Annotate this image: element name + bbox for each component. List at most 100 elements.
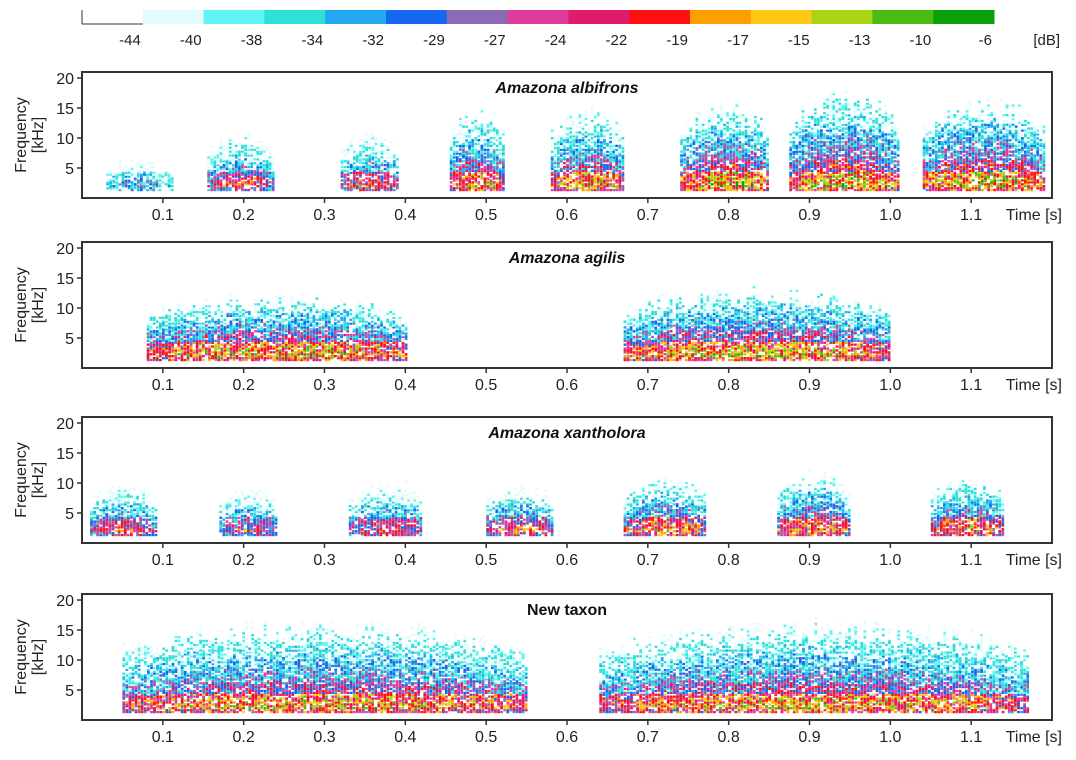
spectrogram-cell [711,108,714,110]
spectrogram-cell [569,177,572,179]
spectrogram-cell [736,168,739,170]
spectrogram-cell [745,189,748,191]
spectrogram-cell [566,168,569,170]
spectrogram-cell [881,187,884,189]
spectrogram-cell [829,110,832,112]
spectrogram-cell [838,164,841,166]
spectrogram-cell [891,129,894,131]
spectrogram-cell [575,187,578,189]
spectrogram-cell [894,160,897,162]
spectrogram-cell [829,114,832,116]
spectrogram-cell [814,149,817,151]
spectrogram-cell [990,168,993,170]
spectrogram-cell [569,172,572,174]
spectrogram-cell [823,158,826,160]
spectrogram-cell [622,172,625,174]
spectrogram-cell [923,124,926,126]
spectrogram-cell [615,141,618,143]
colorbar-tick-label: -19 [666,32,688,49]
spectrogram-cell [708,114,711,116]
spectrogram-cell [711,154,714,156]
spectrogram-cell [757,156,760,158]
spectrogram-cell [371,170,374,172]
spectrogram-cell [742,181,745,183]
spectrogram-cell [128,168,131,170]
spectrogram-cell [499,187,502,189]
spectrogram-cell [119,160,122,162]
spectrogram-cell [708,187,711,189]
spectrogram-cell [842,103,845,105]
colorbar-tick-label: -13 [849,32,871,49]
spectrogram-cell [811,187,814,189]
spectrogram-cell [575,131,578,133]
spectrogram-cell [923,177,926,179]
spectrogram-cell [732,118,735,120]
spectrogram-cell [557,139,560,141]
spectrogram-cell [244,152,247,154]
spectrogram-cell [823,149,826,151]
spectrogram-cell [381,187,384,189]
spectrogram-cell [950,116,953,118]
spectrogram-cell [375,149,378,151]
spectrogram-cell [814,129,817,131]
spectrogram-cell [941,141,944,143]
spectrogram-cell [356,158,359,160]
spectrogram-cell [680,187,683,189]
spectrogram-cell [484,149,487,151]
spectrogram-cell [207,170,210,172]
spectrogram-cell [723,168,726,170]
spectrogram-cell [223,149,226,151]
spectrogram-cell [387,149,390,151]
spectrogram-cell [603,147,606,149]
spectrogram-cell [235,187,238,189]
spectrogram-cell [1009,168,1012,170]
spectrogram-cell [591,139,594,141]
spectrogram-cell [490,145,493,147]
spectrogram-cell [969,101,972,103]
spectrogram-cell [811,177,814,179]
spectrogram-cell [356,152,359,154]
spectrogram-cell [891,126,894,128]
spectrogram-cell [375,152,378,154]
spectrogram-cell [711,110,714,112]
spectrogram-cell [585,110,588,112]
spectrogram-cell [396,158,399,160]
spectrogram-cell [1006,175,1009,177]
spectrogram-cell [575,139,578,141]
spectrogram-cell [269,160,272,162]
spectrogram-cell [256,168,259,170]
spectrogram-cell [387,187,390,189]
spectrogram-cell [481,177,484,179]
spectrogram-cell [597,139,600,141]
spectrogram-cell [926,141,929,143]
spectrogram-cell [1006,149,1009,151]
spectrogram-cell [878,143,881,145]
spectrogram-cell [572,139,575,141]
spectrogram-cell [823,116,826,118]
spectrogram-cell [739,158,742,160]
spectrogram-cell [462,187,465,189]
spectrogram-cell [953,114,956,116]
spectrogram-cell [932,177,935,179]
spectrogram-cell [723,139,726,141]
spectrogram-cell [603,164,606,166]
spectrogram-cell [814,168,817,170]
spectrogram-cell [957,174,960,176]
spectrogram-cell [566,127,569,129]
spectrogram-cell [891,156,894,158]
spectrogram-cell [751,168,754,170]
spectrogram-cell [897,187,900,189]
spectrogram-cell [606,164,609,166]
spectrogram-cell [563,158,566,160]
spectrogram-cell [923,168,926,170]
spectrogram-cell [820,124,823,126]
spectrogram-cell [805,175,808,177]
spectrogram-cell [128,177,131,179]
spectrogram-cell [1006,168,1009,170]
spectrogram-cell [932,158,935,160]
spectrogram-cell [885,104,888,106]
spectrogram-cell [356,177,359,179]
spectrogram-cell [811,152,814,154]
spectrogram-cell [851,181,854,183]
spectrogram-cell [732,120,735,122]
